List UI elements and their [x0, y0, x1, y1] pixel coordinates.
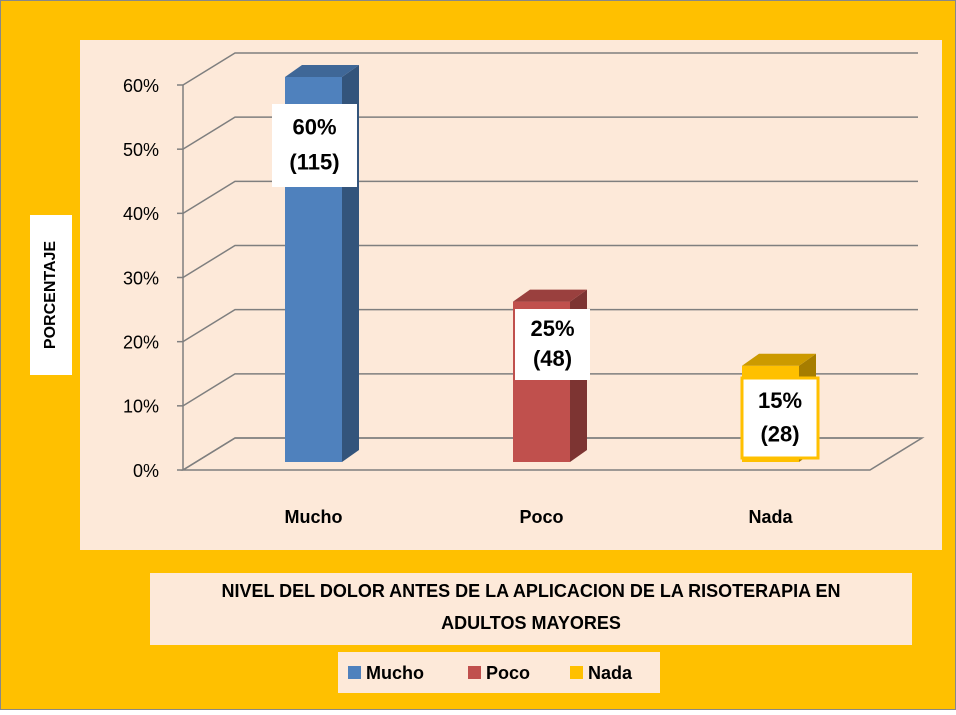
- data-label-box: [740, 376, 820, 460]
- bar-top: [513, 289, 587, 302]
- grid-line: [182, 116, 918, 150]
- grid-line: [182, 373, 918, 407]
- y-tick-label: 30%: [123, 268, 159, 288]
- grid-line: [182, 308, 918, 343]
- legend-swatch: [468, 666, 481, 679]
- x-tick-label: Mucho: [285, 507, 343, 527]
- y-tick-label: 0%: [133, 461, 159, 481]
- data-label: (115): [289, 150, 339, 175]
- y-tick-label: 10%: [123, 397, 159, 417]
- y-axis-label: PORCENTAJE: [42, 241, 59, 349]
- title-box: [150, 573, 912, 645]
- chart-title: ADULTOS MAYORES: [441, 613, 621, 633]
- data-label: (28): [760, 421, 799, 446]
- legend-label: Poco: [486, 663, 530, 683]
- data-label-box: [515, 309, 590, 380]
- y-tick-label: 40%: [123, 204, 159, 224]
- data-label: 15%: [758, 388, 802, 413]
- y-tick-label: 50%: [123, 140, 159, 160]
- y-label-box: [30, 215, 72, 375]
- grid-line: [182, 437, 918, 471]
- legend-label: Mucho: [366, 663, 424, 683]
- grid-line: [182, 52, 918, 86]
- grid-line: [182, 180, 918, 214]
- x-tick-label: Poco: [519, 507, 563, 527]
- grid-line: [182, 244, 918, 279]
- legend-swatch: [348, 666, 361, 679]
- chart-title: NIVEL DEL DOLOR ANTES DE LA APLICACION D…: [221, 581, 840, 601]
- legend-swatch: [570, 666, 583, 679]
- bar-top: [742, 353, 816, 366]
- x-tick-label: Nada: [748, 507, 793, 527]
- legend-box: [338, 652, 660, 693]
- bar-top: [285, 65, 359, 77]
- data-label-box: [272, 104, 357, 187]
- legend-label: Nada: [588, 663, 633, 683]
- data-label: (48): [533, 346, 572, 371]
- data-label: 25%: [530, 316, 574, 341]
- data-label: 60%: [292, 115, 336, 140]
- y-tick-label: 20%: [123, 332, 159, 352]
- y-tick-label: 60%: [123, 76, 159, 96]
